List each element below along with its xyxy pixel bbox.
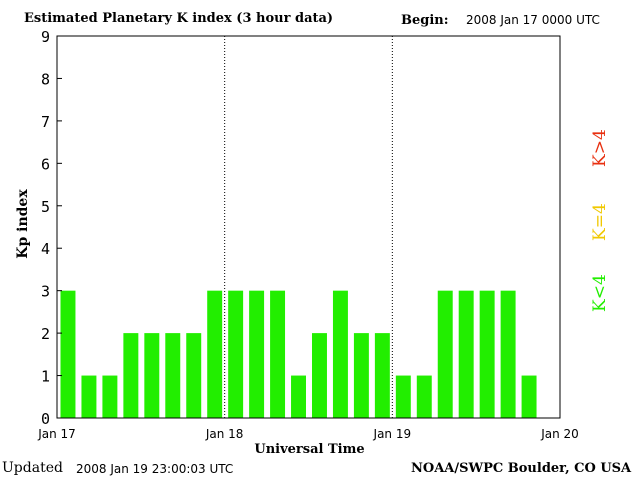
bar-12: [312, 333, 327, 418]
bar-22: [521, 375, 537, 418]
y-tick-label-2: 2: [41, 325, 50, 343]
plot-frame: [56, 35, 561, 419]
begin-label: Begin:: [401, 13, 449, 28]
bar-0: [60, 290, 76, 418]
bar-14: [353, 333, 369, 418]
bar-7: [207, 290, 223, 418]
bar-20: [479, 290, 495, 418]
x-tick-label-1: Jan 18: [205, 427, 244, 441]
bar-6: [186, 333, 202, 418]
x-tick-label-0: Jan 17: [37, 427, 76, 441]
bar-16: [395, 375, 411, 418]
bar-11: [291, 375, 306, 418]
bar-8: [228, 290, 244, 418]
bar-19: [458, 290, 474, 418]
y-tick-label-6: 6: [41, 155, 50, 173]
bar-9: [249, 290, 265, 418]
y-tick-label-4: 4: [41, 240, 50, 258]
source-credit: NOAA/SWPC Boulder, CO USA: [411, 461, 632, 476]
chart-title: Estimated Planetary K index (3 hour data…: [24, 11, 334, 26]
bar-1: [81, 375, 97, 418]
begin-value: 2008 Jan 17 0000 UTC: [466, 13, 600, 27]
bar-17: [416, 375, 432, 418]
x-tick-label-3: Jan 20: [540, 427, 579, 441]
bar-3: [123, 333, 139, 418]
bar-2: [102, 375, 118, 418]
y-tick-label-3: 3: [41, 283, 50, 301]
legend-k-less-than-4: K<4: [590, 274, 610, 312]
y-tick-label-1: 1: [41, 368, 50, 386]
y-axis-label: Kp index: [15, 189, 31, 259]
bar-10: [270, 290, 286, 418]
y-tick-label-7: 7: [41, 113, 50, 131]
bar-13: [332, 290, 348, 418]
bar-21: [500, 290, 516, 418]
y-tick-label-0: 0: [41, 410, 50, 428]
bar-15: [374, 333, 390, 418]
y-tick-label-9: 9: [41, 28, 50, 46]
updated-value: 2008 Jan 19 23:00:03 UTC: [76, 462, 234, 476]
updated-label: Updated: [2, 460, 63, 476]
bar-4: [144, 333, 160, 418]
x-tick-label-2: Jan 19: [373, 427, 412, 441]
y-tick-label-8: 8: [41, 70, 50, 88]
legend-k-greater-than-4: K>4: [590, 129, 610, 167]
legend-k-equals-4: K=4: [590, 203, 610, 241]
x-axis-label: Universal Time: [254, 442, 364, 457]
bar-18: [437, 290, 453, 418]
y-tick-label-5: 5: [41, 198, 50, 216]
bar-5: [165, 333, 181, 418]
